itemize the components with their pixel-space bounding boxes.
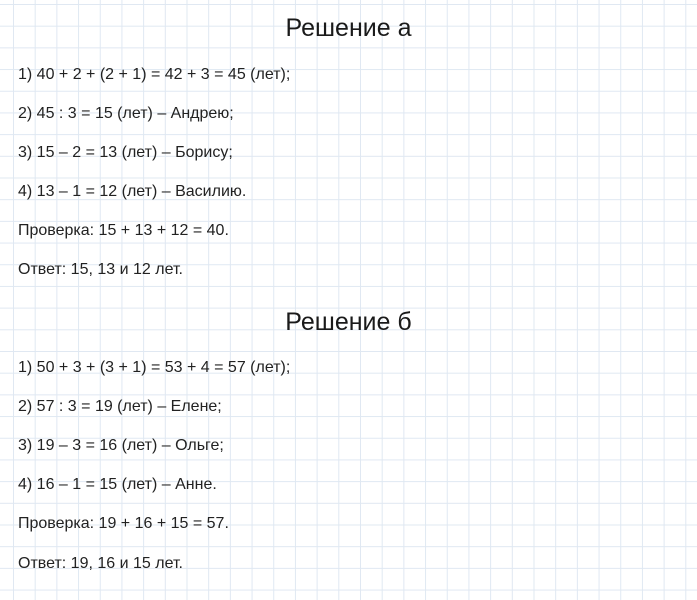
solution-line: 2) 57 : 3 = 19 (лет) – Елене; (18, 398, 222, 415)
check-line: Проверка: 19 + 16 + 15 = 57. (18, 515, 229, 532)
answer-line: Ответ: 15, 13 и 12 лет. (18, 261, 183, 278)
section-title: Решение б (285, 308, 412, 336)
solution-line: 3) 15 – 2 = 13 (лет) – Борису; (18, 144, 233, 161)
answer-line: Ответ: 19, 16 и 15 лет. (18, 555, 183, 572)
solution-line: 2) 45 : 3 = 15 (лет) – Андрею; (18, 105, 234, 122)
check-line: Проверка: 15 + 13 + 12 = 40. (18, 222, 229, 239)
solution-line: 1) 40 + 2 + (2 + 1) = 42 + 3 = 45 (лет); (18, 66, 291, 83)
solution-line: 4) 16 – 1 = 15 (лет) – Анне. (18, 476, 217, 493)
solution-line: 3) 19 – 3 = 16 (лет) – Ольге; (18, 437, 224, 454)
section-title: Решение а (285, 14, 412, 42)
solution-line: 1) 50 + 3 + (3 + 1) = 53 + 4 = 57 (лет); (18, 359, 291, 376)
solution-line: 4) 13 – 1 = 12 (лет) – Василию. (18, 183, 247, 200)
